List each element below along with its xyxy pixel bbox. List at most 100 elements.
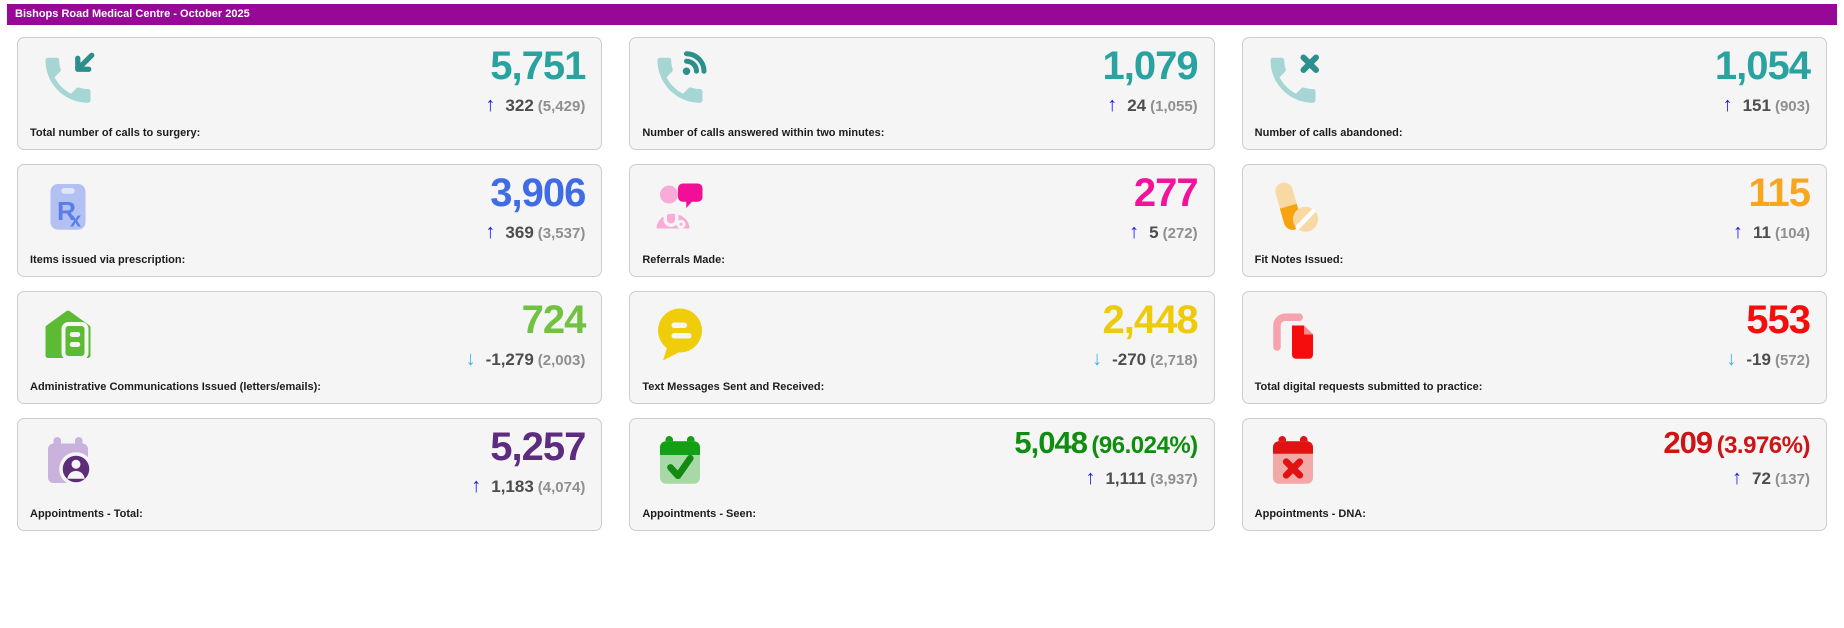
svg-text:x: x [70,210,81,232]
trend-down-icon: ↓ [465,348,476,370]
svg-text:R: R [57,196,76,226]
delta-value: 322 [505,96,534,115]
prescription-rx-icon: R x [38,176,98,236]
card-appointments-dna: 209 (3.976%) ↑ 72 (137) Appointments - DNA… [1241,418,1827,531]
metric-label: Appointments - DNA: [1254,508,1366,520]
trend-up-icon: ↑ [1732,467,1743,489]
phone-answered-icon [650,49,710,109]
metric-value: 277 [1133,171,1199,215]
device-document-icon [1263,303,1323,363]
metric-label: Administrative Communications Issued (le… [30,381,321,393]
delta-value: -270 [1112,350,1147,369]
calendar-check-icon [650,430,710,490]
metric-label: Items issued via prescription: [30,254,186,266]
dashboard-page: Bishops Road Medical Centre - October 20… [7,4,1837,531]
delta-value: 5 [1149,223,1159,242]
trend-row: ↓ -270 (2,718) [1092,348,1198,371]
previous-value: (5,429) [537,98,586,115]
phone-incoming-icon [38,49,98,109]
previous-value: (4,074) [537,479,586,496]
previous-value: (272) [1162,225,1198,242]
delta-value: 1,183 [491,477,534,496]
previous-value: (104) [1774,225,1810,242]
referral-doctor-icon [650,176,710,236]
trend-up-icon: ↑ [1129,221,1140,243]
delta-value: 24 [1127,96,1147,115]
trend-down-icon: ↓ [1726,348,1737,370]
trend-row: ↑ 1,111 (3,937) [1085,467,1197,490]
metric-card-grid: 5,751 ↑ 322 (5,429) Total number of calls … [7,37,1837,531]
metric-value: 3,906 [490,171,586,215]
metric-label: Referrals Made: [642,254,725,266]
card-text-messages: 2,448 ↓ -270 (2,718) Text Messages Sent an… [629,291,1215,404]
metric-label: Number of calls answered within two minu… [642,127,885,139]
card-appointments-total: 5,257 ↑ 1,183 (4,074) Appointments - Total… [17,418,603,531]
delta-value: 11 [1752,223,1771,242]
card-calls-total: 5,751 ↑ 322 (5,429) Total number of calls … [17,37,603,150]
metric-value: 2,448 [1102,298,1199,342]
trend-up-icon: ↑ [1085,467,1096,489]
delta-value: 151 [1742,96,1771,115]
trend-row: ↑ 322 (5,429) [485,94,585,117]
metric-value: 209 (3.976%) [1663,425,1811,460]
delta-value: 1,111 [1105,469,1147,488]
previous-value: (2,718) [1150,352,1198,369]
metric-label: Appointments - Seen: [642,508,756,520]
trend-up-icon: ↑ [471,475,482,497]
metric-label: Text Messages Sent and Received: [642,381,825,393]
card-appointments-seen: 5,048 (96.024%) ↑ 1,111 (3,937) Appointmen… [629,418,1215,531]
metric-value: 553 [1746,298,1811,342]
previous-value: (903) [1774,98,1810,115]
card-admin-communications: 724 ↓ -1,279 (2,003) Administrative Commun… [17,291,603,404]
metric-label: Fit Notes Issued: [1254,254,1344,266]
metric-label: Number of calls abandoned: [1254,127,1403,139]
metric-value: 1,079 [1102,44,1199,88]
previous-value: (1,055) [1150,98,1198,115]
previous-value: (3,537) [537,225,586,242]
house-letter-icon [38,303,98,363]
metric-value: 115 [1748,171,1811,215]
card-calls-answered: 1,079 ↑ 24 (1,055) Number of calls answere… [629,37,1215,150]
trend-row: ↑ 11 (104) [1733,221,1810,244]
metric-value: 5,257 [490,425,586,469]
calendar-person-icon [38,430,98,490]
trend-row: ↑ 24 (1,055) [1107,94,1197,117]
trend-row: ↑ 369 (3,537) [485,221,585,244]
report-title-bar: Bishops Road Medical Centre - October 20… [7,4,1837,25]
previous-value: (137) [1774,471,1810,488]
pills-icon [1263,176,1323,236]
card-referrals-made: 277 ↑ 5 (272) Referrals Made: [629,164,1215,277]
metric-label: Total digital requests submitted to prac… [1254,381,1483,393]
calendar-x-icon [1263,430,1323,490]
metric-value: 5,048 (96.024%) [1014,425,1198,460]
metric-label: Appointments - Total: [30,508,143,520]
phone-abandoned-icon [1263,49,1323,109]
trend-row: ↑ 72 (137) [1732,467,1810,490]
delta-value: 72 [1752,469,1771,488]
card-digital-requests: 553 ↓ -19 (572) Total digital requests sub… [1241,291,1827,404]
previous-value: (3,937) [1150,471,1198,488]
metric-label: Total number of calls to surgery: [30,127,201,139]
metric-percent: (96.024%) [1091,432,1198,459]
card-calls-abandoned: 1,054 ↑ 151 (903) Number of calls abandone… [1241,37,1827,150]
card-fit-notes: 115 ↑ 11 (104) Fit Notes Issued: [1241,164,1827,277]
trend-up-icon: ↑ [1107,94,1118,116]
trend-up-icon: ↑ [485,221,496,243]
trend-row: ↓ -1,279 (2,003) [466,348,586,371]
trend-up-icon: ↑ [1732,221,1743,243]
delta-value: 369 [505,223,534,242]
delta-value: -19 [1746,350,1771,369]
previous-value: (572) [1774,352,1810,369]
trend-row: ↑ 151 (903) [1723,94,1810,117]
chat-bubble-icon [650,303,710,363]
trend-row: ↑ 1,183 (4,074) [471,475,585,498]
trend-up-icon: ↑ [485,94,496,116]
trend-up-icon: ↑ [1722,94,1733,116]
delta-value: -1,279 [485,350,534,369]
metric-value: 724 [521,298,587,342]
trend-down-icon: ↓ [1092,348,1103,370]
trend-row: ↑ 5 (272) [1129,221,1198,244]
metric-percent: (3.976%) [1716,432,1811,459]
trend-row: ↓ -19 (572) [1726,348,1810,371]
previous-value: (2,003) [537,352,586,369]
